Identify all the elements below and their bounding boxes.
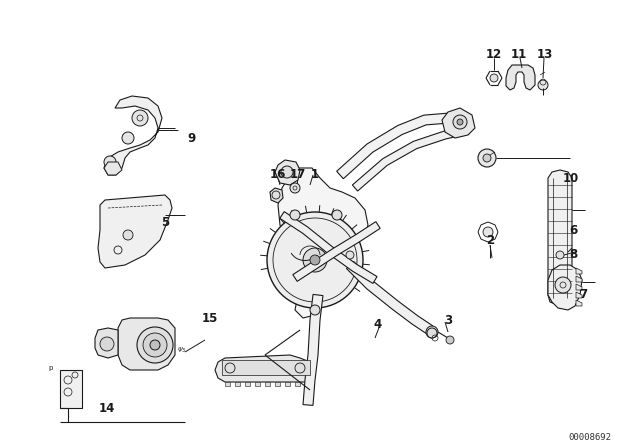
Circle shape [132, 110, 148, 126]
Circle shape [555, 277, 571, 293]
Circle shape [143, 333, 167, 357]
Circle shape [483, 227, 493, 237]
Text: 14: 14 [99, 401, 115, 414]
Polygon shape [278, 168, 368, 318]
Polygon shape [280, 211, 377, 284]
Polygon shape [576, 300, 582, 306]
Circle shape [310, 305, 320, 315]
Polygon shape [104, 96, 162, 175]
Circle shape [538, 80, 548, 90]
Polygon shape [98, 195, 172, 268]
Polygon shape [346, 262, 433, 334]
Polygon shape [275, 160, 300, 185]
Text: p: p [48, 365, 52, 371]
Polygon shape [442, 108, 475, 138]
Text: 2: 2 [486, 233, 494, 246]
Circle shape [104, 156, 116, 168]
Circle shape [457, 119, 463, 125]
Polygon shape [548, 170, 572, 305]
Polygon shape [225, 382, 230, 386]
Text: 13: 13 [537, 48, 553, 61]
Polygon shape [95, 328, 118, 358]
Polygon shape [576, 276, 582, 282]
Polygon shape [576, 284, 582, 290]
Circle shape [426, 326, 438, 338]
Text: 15: 15 [202, 311, 218, 324]
Bar [60, 370, 82, 408]
Circle shape [453, 115, 467, 129]
Polygon shape [293, 222, 380, 281]
Circle shape [267, 212, 363, 308]
Circle shape [150, 340, 160, 350]
Text: 8: 8 [569, 249, 577, 262]
Circle shape [281, 166, 293, 178]
Polygon shape [270, 188, 283, 203]
Circle shape [123, 230, 133, 240]
Text: 11: 11 [511, 48, 527, 61]
Text: 7: 7 [579, 289, 587, 302]
Text: 1: 1 [311, 168, 319, 181]
Circle shape [100, 337, 114, 351]
Polygon shape [285, 382, 290, 386]
Text: 16: 16 [270, 168, 286, 181]
Circle shape [290, 210, 300, 220]
Text: 9: 9 [188, 132, 196, 145]
Polygon shape [118, 318, 175, 370]
Circle shape [446, 336, 454, 344]
Polygon shape [303, 294, 323, 405]
Circle shape [122, 132, 134, 144]
Circle shape [303, 248, 327, 272]
Bar [222, 360, 310, 375]
Circle shape [346, 251, 354, 259]
Polygon shape [265, 382, 270, 386]
Text: 4: 4 [374, 319, 382, 332]
Circle shape [290, 183, 300, 193]
Polygon shape [576, 268, 582, 274]
Polygon shape [295, 382, 300, 386]
Circle shape [490, 74, 498, 82]
Text: 6: 6 [569, 224, 577, 237]
Circle shape [556, 251, 564, 259]
Circle shape [332, 210, 342, 220]
Circle shape [295, 363, 305, 373]
Text: 3: 3 [444, 314, 452, 327]
Polygon shape [104, 162, 122, 175]
Text: $\psi_3$: $\psi_3$ [177, 345, 186, 355]
Circle shape [225, 363, 235, 373]
Circle shape [427, 328, 437, 338]
Polygon shape [506, 65, 535, 90]
Circle shape [483, 154, 491, 162]
Polygon shape [576, 292, 582, 298]
Circle shape [478, 149, 496, 167]
Polygon shape [548, 265, 582, 310]
Polygon shape [215, 355, 315, 382]
Text: 17: 17 [290, 168, 306, 181]
Circle shape [137, 327, 173, 363]
Polygon shape [235, 382, 240, 386]
Polygon shape [245, 382, 250, 386]
Text: 10: 10 [563, 172, 579, 185]
Text: 00008692: 00008692 [568, 434, 611, 443]
Text: 12: 12 [486, 48, 502, 61]
Text: 5: 5 [161, 215, 169, 228]
Circle shape [310, 255, 320, 265]
Polygon shape [275, 382, 280, 386]
Polygon shape [337, 113, 451, 179]
Polygon shape [353, 126, 469, 191]
Polygon shape [255, 382, 260, 386]
